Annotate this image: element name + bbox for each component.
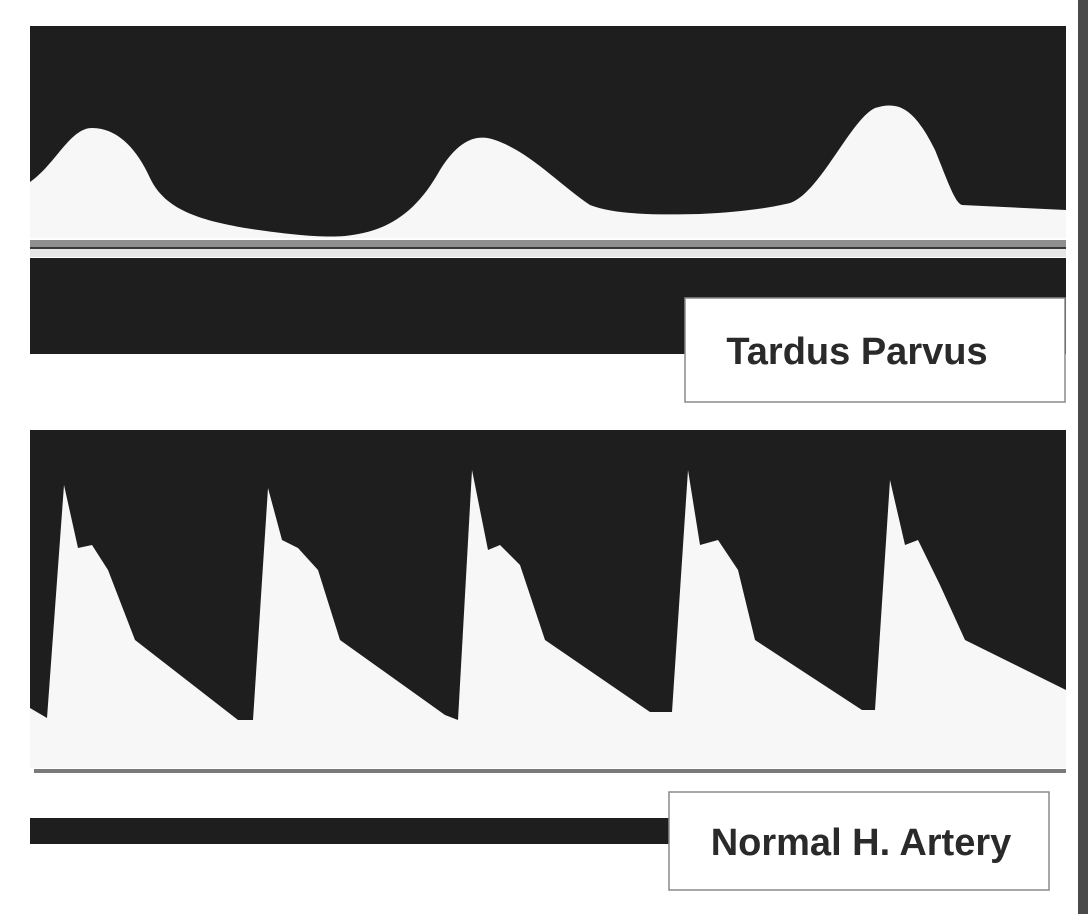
top-baseline-band [30, 240, 1066, 247]
top-label-box [684, 297, 1066, 403]
normal-artery-panel: Normal H. Artery [30, 430, 1066, 891]
tardus-parvus-panel: Tardus Parvus [30, 26, 1066, 403]
tardus-parvus-waveform [30, 105, 1066, 238]
bottom-label-box [668, 791, 1050, 891]
right-edge-strip [1078, 0, 1088, 914]
bottom-lower-band [30, 818, 670, 844]
top-baseline-gap [30, 249, 1066, 257]
bottom-baseline-line [34, 769, 1066, 773]
top-label: Tardus Parvus [726, 331, 987, 373]
bottom-label: Normal H. Artery [711, 822, 1012, 864]
normal-artery-waveform [30, 470, 1066, 768]
top-baseline-line [30, 247, 1066, 249]
